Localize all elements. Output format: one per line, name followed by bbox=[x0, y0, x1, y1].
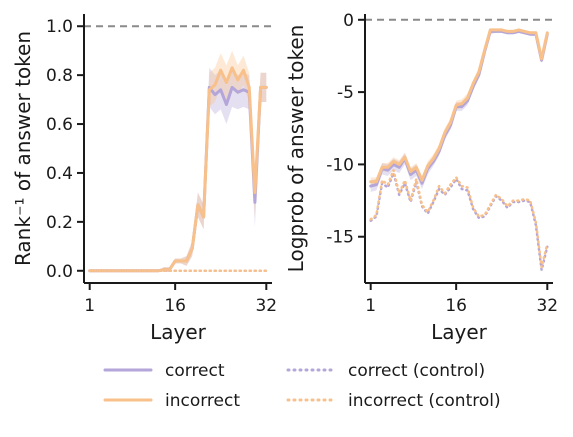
legend: correct incorrect correct (control) incorre… bbox=[103, 361, 501, 411]
series-band-correct bbox=[370, 28, 548, 192]
series-line-incorrect-control bbox=[369, 168, 549, 269]
y-tick-label: -10 bbox=[326, 155, 354, 175]
x-tick-label: 16 bbox=[445, 296, 467, 316]
legend-label: incorrect bbox=[165, 391, 240, 411]
series-line-correct bbox=[88, 85, 268, 273]
y-axis-title: Logprob of answer token bbox=[284, 25, 308, 273]
y-tick-label: 0.6 bbox=[46, 115, 73, 135]
legend-label: correct (control) bbox=[348, 361, 485, 381]
x-tick-label: 16 bbox=[164, 296, 186, 316]
logprob-chart: 0 -5 -10 -15 1 16 32 Layer Logprob of answer tok… bbox=[284, 11, 558, 344]
y-tick-label: -15 bbox=[326, 228, 354, 248]
y-tick-label: -5 bbox=[337, 83, 354, 103]
y-axis-title: Rank⁻¹ of answer token bbox=[11, 31, 35, 266]
x-tick-label: 32 bbox=[255, 296, 277, 316]
rank-chart: 0.0 0.2 0.4 0.6 0.8 1.0 1 16 32 Layer Rank⁻¹ of an… bbox=[11, 14, 277, 344]
y-tick-label: 1.0 bbox=[46, 17, 73, 37]
x-tick-label: 1 bbox=[84, 296, 95, 316]
legend-label: incorrect (control) bbox=[348, 391, 501, 411]
series-line-incorrect bbox=[369, 28, 549, 184]
y-tick-label: 0.0 bbox=[46, 262, 73, 282]
y-tick-label: 0.8 bbox=[46, 66, 73, 86]
x-axis-title: Layer bbox=[431, 320, 488, 344]
series-band-correct bbox=[89, 67, 267, 272]
series-line-correct-control bbox=[369, 171, 549, 272]
y-tick-label: 0.2 bbox=[46, 213, 73, 233]
y-tick-label: 0 bbox=[343, 11, 354, 31]
x-tick-label: 32 bbox=[536, 296, 558, 316]
series-band-incorrect bbox=[89, 50, 267, 273]
x-tick-label: 1 bbox=[365, 296, 376, 316]
x-axis-title: Layer bbox=[150, 320, 207, 344]
y-tick-label: 0.4 bbox=[46, 164, 73, 184]
legend-label: correct bbox=[165, 361, 225, 381]
